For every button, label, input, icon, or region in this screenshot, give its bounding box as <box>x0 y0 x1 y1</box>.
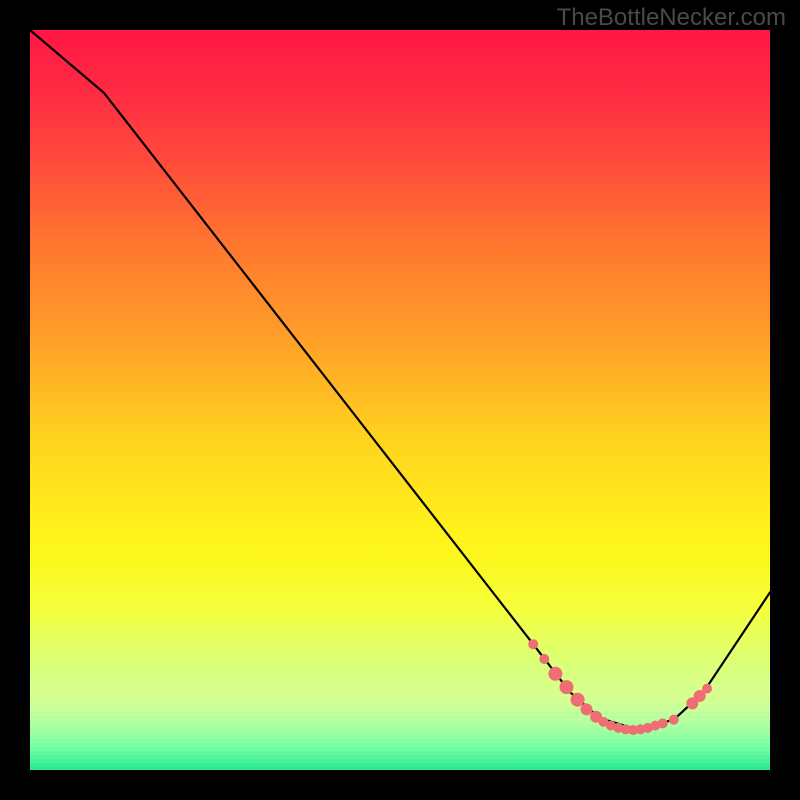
marker-point <box>658 718 668 728</box>
chart-svg <box>30 30 770 770</box>
marker-point <box>580 703 592 715</box>
marker-point <box>560 680 574 694</box>
bottleneck-chart <box>30 30 770 770</box>
watermark-text: TheBottleNecker.com <box>557 4 786 32</box>
marker-point <box>571 693 585 707</box>
marker-point <box>702 684 712 694</box>
marker-point <box>669 715 679 725</box>
marker-point <box>539 654 549 664</box>
marker-point <box>548 667 562 681</box>
marker-point <box>528 639 538 649</box>
